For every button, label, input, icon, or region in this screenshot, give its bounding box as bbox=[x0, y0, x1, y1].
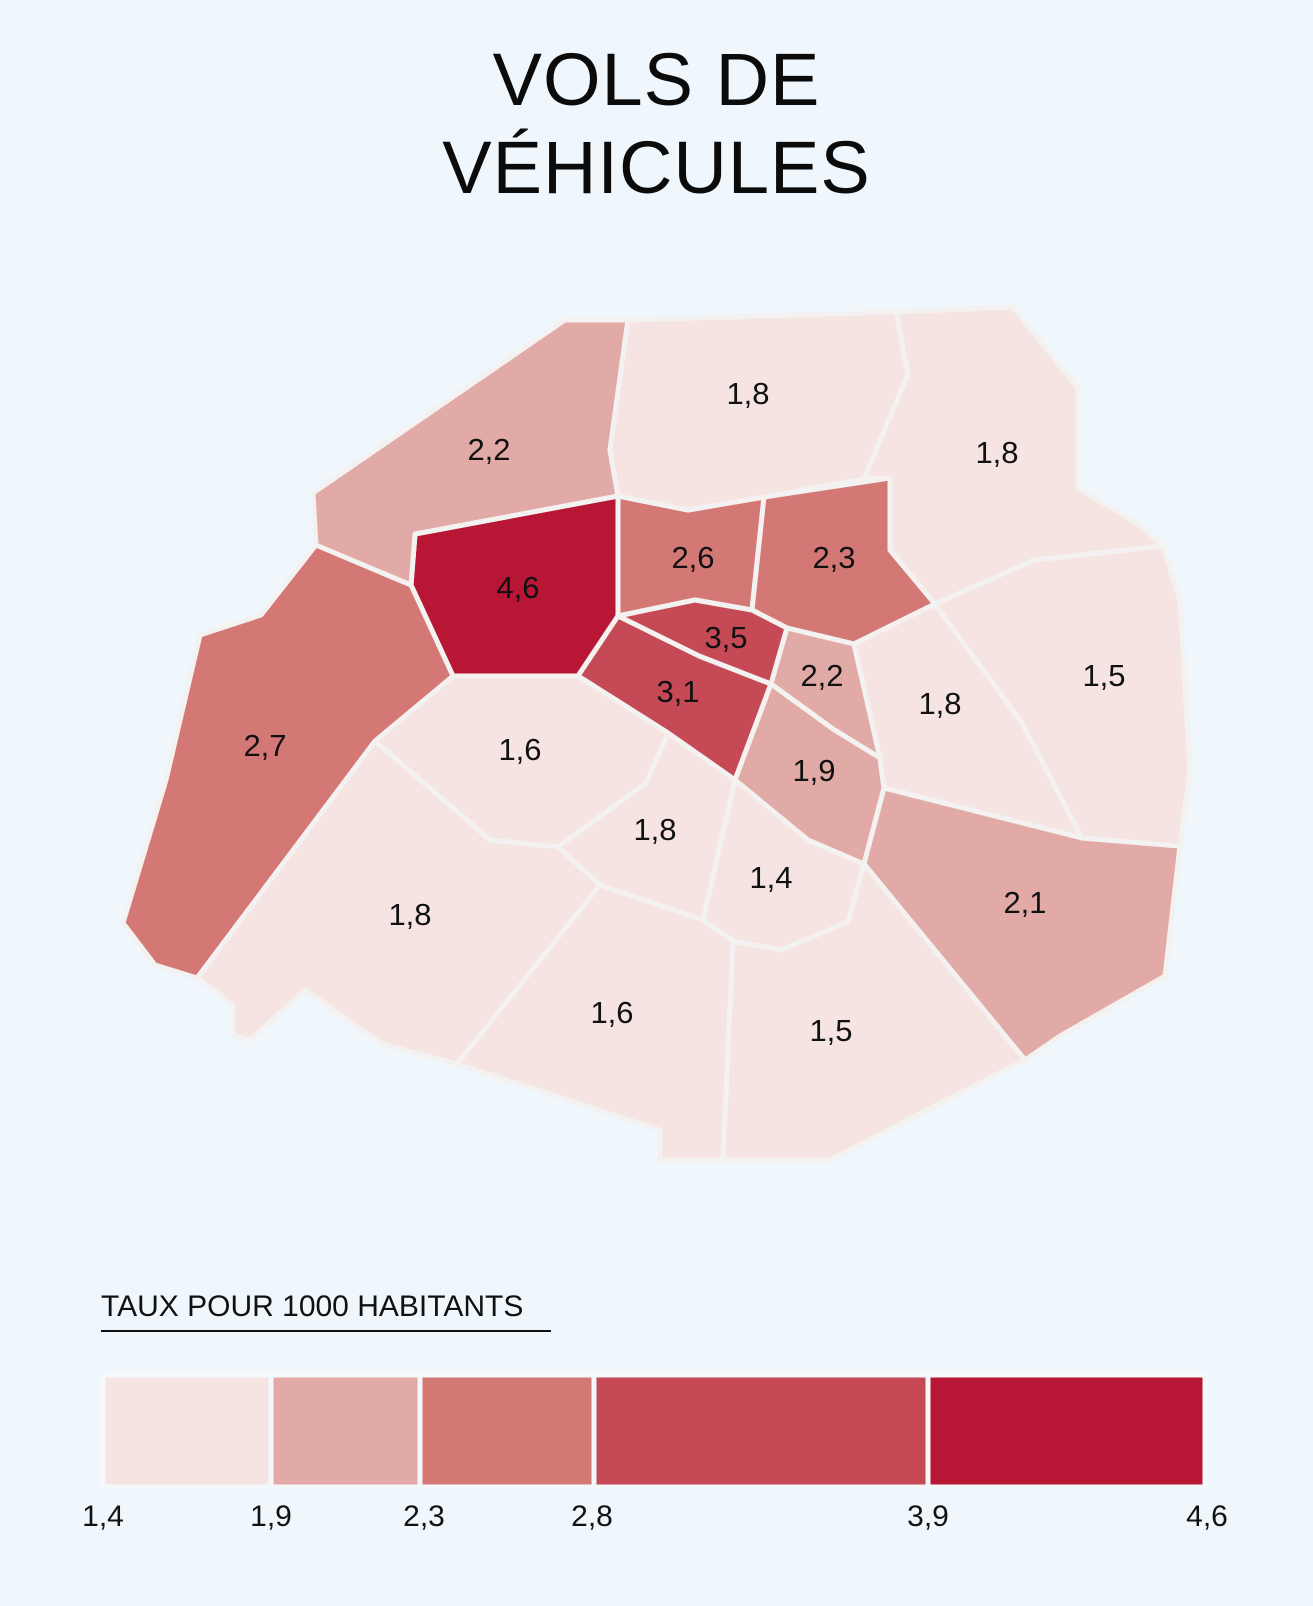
district-value-label: 1,8 bbox=[918, 686, 961, 721]
legend-tick-label: 1,4 bbox=[82, 1500, 124, 1533]
legend-bin bbox=[100, 1372, 274, 1490]
district-value-label: 1,5 bbox=[809, 1013, 852, 1048]
legend-tick-label: 2,8 bbox=[571, 1500, 613, 1533]
district-value-label: 2,7 bbox=[243, 728, 286, 763]
title-line-2: VÉHICULES bbox=[442, 126, 871, 209]
district-value-label: 1,8 bbox=[975, 435, 1018, 470]
district-value-label: 1,8 bbox=[726, 376, 769, 411]
district-a20 bbox=[720, 861, 1028, 1163]
legend-tick-label: 1,9 bbox=[250, 1500, 292, 1533]
district-value-label: 1,6 bbox=[590, 995, 633, 1030]
legend-tick-label: 3,9 bbox=[907, 1500, 949, 1533]
map-title: VOLS DE VÉHICULES bbox=[0, 36, 1313, 212]
district-value-label: 1,8 bbox=[388, 897, 431, 932]
district-value-label: 2,2 bbox=[800, 658, 843, 693]
legend-bin bbox=[417, 1372, 597, 1490]
district-a16 bbox=[120, 542, 456, 981]
legend-tick-label: 2,3 bbox=[403, 1500, 445, 1533]
district-value-label: 4,6 bbox=[496, 570, 539, 605]
district-value-label: 1,9 bbox=[792, 753, 835, 788]
district-value-label: 2,6 bbox=[671, 540, 714, 575]
district-value-label: 1,5 bbox=[1082, 658, 1125, 693]
legend-bin bbox=[268, 1372, 423, 1490]
legend-title: TAUX POUR 1000 HABITANTS bbox=[101, 1290, 551, 1332]
district-value-label: 3,5 bbox=[704, 620, 747, 655]
district-value-label: 2,3 bbox=[812, 540, 855, 575]
district-value-label: 3,1 bbox=[656, 674, 699, 709]
legend-bin bbox=[591, 1372, 931, 1490]
district-value-label: 1,8 bbox=[633, 812, 676, 847]
legend-bin bbox=[925, 1372, 1208, 1490]
legend-tick-label: 4,6 bbox=[1186, 1500, 1228, 1533]
district-a15 bbox=[454, 882, 736, 1163]
district-value-label: 2,1 bbox=[1003, 885, 1046, 920]
district-value-label: 2,2 bbox=[467, 432, 510, 467]
district-a14 bbox=[194, 738, 603, 1067]
title-line-1: VOLS DE bbox=[492, 38, 821, 121]
district-a19 bbox=[861, 304, 1166, 607]
district-value-label: 1,6 bbox=[498, 732, 541, 767]
district-value-label: 1,4 bbox=[749, 860, 792, 895]
